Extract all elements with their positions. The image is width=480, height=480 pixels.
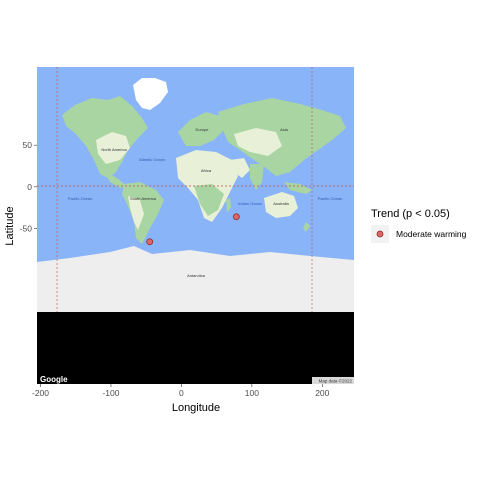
india-landmass	[250, 164, 264, 190]
australia-landmass	[264, 192, 298, 218]
attribution-text: Map data ©2022	[319, 378, 353, 384]
africa-forest	[194, 184, 224, 216]
basemap: Atlantic Ocean Indian Ocean Pacific Ocea…	[37, 67, 354, 384]
legend: Trend (p < 0.05) Moderate warming	[371, 208, 467, 243]
data-point	[232, 213, 240, 221]
x-tick-label: 200	[315, 388, 329, 398]
x-axis-title: Longitude	[172, 402, 220, 414]
map-label-pacific-west: Pacific Ocean	[68, 196, 93, 201]
map-label-africa: Africa	[201, 168, 212, 173]
x-axis: -200 -100 0 100 200	[32, 384, 330, 398]
map-label-pacific-east: Pacific Ocean	[318, 196, 343, 201]
greenland-landmass	[133, 78, 168, 110]
google-logo: Google	[40, 375, 68, 384]
legend-swatch-moderate-warming	[376, 230, 384, 238]
y-axis-title: Latitude	[4, 206, 16, 245]
legend-label-moderate-warming: Moderate warming	[396, 229, 467, 239]
x-tick-label: -200	[32, 388, 49, 398]
map-label-asia: Asia	[280, 127, 289, 132]
attribution-box	[312, 377, 354, 384]
madagascar-landmass	[226, 198, 231, 212]
y-axis: -50 0 50	[20, 140, 37, 233]
x-tick-label: 100	[245, 388, 259, 398]
map-label-australia: Australia	[273, 201, 289, 206]
new-zealand-landmass	[303, 222, 310, 232]
y-tick-label: -50	[20, 223, 33, 233]
map-label-indian: Indian Ocean	[238, 201, 262, 206]
asia-landmass	[218, 98, 346, 176]
data-point	[146, 238, 154, 246]
antarctica-landmass	[37, 246, 354, 312]
map-label-atlantic: Atlantic Ocean	[139, 157, 165, 162]
data-points	[146, 213, 240, 246]
x-tick-label: -100	[102, 388, 119, 398]
y-tick-label: 0	[27, 182, 32, 192]
map-label-north-america: North America	[101, 147, 127, 152]
south-america-highlands	[128, 196, 144, 230]
north-america-plains	[96, 132, 130, 164]
asia-steppe	[234, 128, 282, 156]
map-label-europe: Europe	[196, 127, 210, 132]
legend-title: Trend (p < 0.05)	[371, 208, 450, 220]
y-tick-label: 50	[23, 140, 33, 150]
southeast-asia-islands	[284, 182, 312, 194]
map-label-antarctica: Antarctica	[187, 273, 206, 278]
central-america-landmass	[104, 172, 126, 188]
arabia-landmass	[230, 158, 250, 178]
europe-landmass	[178, 112, 224, 146]
black-strip	[37, 312, 354, 384]
x-tick-label: 0	[179, 388, 184, 398]
map-label-south-america: South America	[130, 196, 157, 201]
